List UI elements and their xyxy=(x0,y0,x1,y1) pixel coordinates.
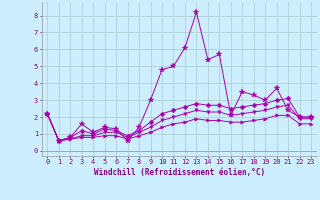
X-axis label: Windchill (Refroidissement éolien,°C): Windchill (Refroidissement éolien,°C) xyxy=(94,168,265,177)
